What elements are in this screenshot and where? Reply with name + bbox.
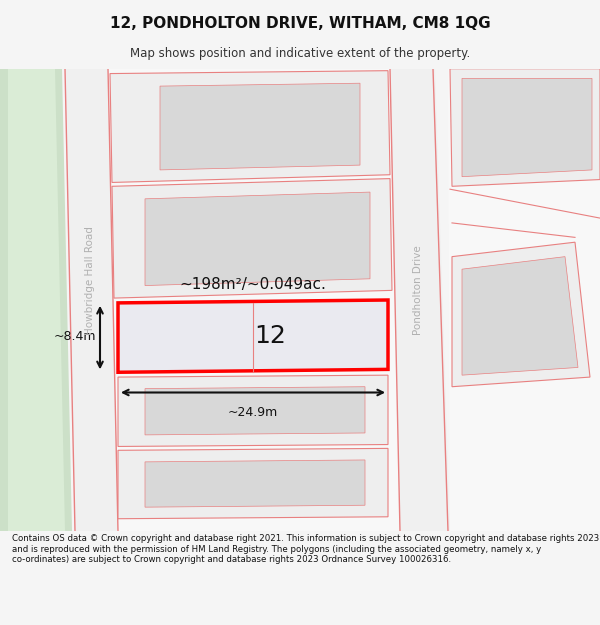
Polygon shape bbox=[118, 375, 388, 446]
Text: Howbridge Hall Road: Howbridge Hall Road bbox=[85, 226, 95, 335]
Polygon shape bbox=[145, 192, 370, 286]
Polygon shape bbox=[145, 387, 365, 435]
Polygon shape bbox=[0, 69, 72, 531]
Polygon shape bbox=[118, 300, 388, 372]
Polygon shape bbox=[118, 448, 388, 519]
Text: Map shows position and indicative extent of the property.: Map shows position and indicative extent… bbox=[130, 46, 470, 59]
Polygon shape bbox=[450, 69, 600, 186]
Polygon shape bbox=[390, 69, 450, 531]
Polygon shape bbox=[65, 69, 118, 531]
Polygon shape bbox=[108, 69, 400, 531]
Polygon shape bbox=[110, 71, 390, 182]
Polygon shape bbox=[160, 83, 360, 170]
Polygon shape bbox=[8, 69, 65, 531]
Polygon shape bbox=[145, 460, 365, 507]
Polygon shape bbox=[462, 78, 592, 177]
Text: Contains OS data © Crown copyright and database right 2021. This information is : Contains OS data © Crown copyright and d… bbox=[12, 534, 599, 564]
Polygon shape bbox=[452, 242, 590, 387]
Text: ~8.4m: ~8.4m bbox=[53, 330, 96, 343]
Text: ~198m²/~0.049ac.: ~198m²/~0.049ac. bbox=[179, 278, 326, 292]
Text: Pondholton Drive: Pondholton Drive bbox=[413, 246, 423, 335]
Text: ~24.9m: ~24.9m bbox=[228, 406, 278, 419]
Text: 12: 12 bbox=[254, 324, 286, 348]
Text: 12, PONDHOLTON DRIVE, WITHAM, CM8 1QG: 12, PONDHOLTON DRIVE, WITHAM, CM8 1QG bbox=[110, 16, 490, 31]
Polygon shape bbox=[112, 179, 392, 298]
Polygon shape bbox=[462, 257, 578, 375]
Polygon shape bbox=[448, 69, 600, 531]
